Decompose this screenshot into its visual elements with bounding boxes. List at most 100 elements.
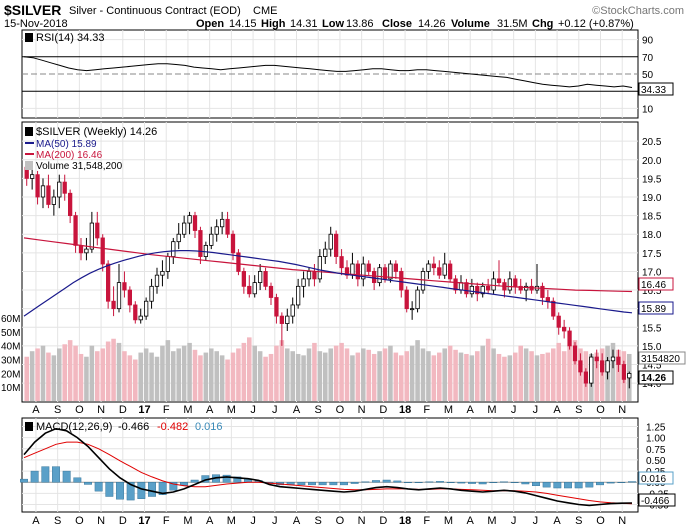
macd-legend-hist: 0.016 [195, 421, 223, 433]
x-tick-label: M [444, 515, 453, 527]
volume-bar [561, 351, 567, 401]
macd-value-tag [638, 493, 676, 507]
price-tick-label: 17.0 [642, 267, 662, 278]
candle-body [627, 373, 632, 379]
candle-body [95, 222, 100, 239]
candle-body [138, 315, 143, 321]
volume-bar [393, 352, 399, 401]
x-tick-label: A [206, 515, 214, 527]
contract-description: Silver - Continuous Contract (EOD) [69, 5, 241, 17]
volume-bar [225, 359, 230, 401]
candle-body [68, 192, 73, 217]
macd-histogram-bar [137, 482, 146, 499]
chg-value: +0.12 (+0.87%) [558, 18, 634, 30]
volume-bar [339, 342, 344, 401]
volume-bar [149, 352, 154, 401]
volume-bar [513, 352, 518, 401]
candle-body [594, 356, 599, 362]
macd-histogram-bar [617, 482, 626, 483]
volume-tick-label: 50M [1, 328, 20, 339]
candle-body [540, 285, 545, 298]
volume-bar [371, 353, 377, 401]
candle-body [475, 285, 480, 295]
volume-bar [616, 349, 621, 401]
ohlc-summary: Open 14.15 High 14.31 Low 13.86 Close 14… [196, 18, 634, 30]
volume-bars [24, 337, 632, 401]
ma50-value-tag [638, 301, 674, 315]
macd-histogram-bar [382, 479, 391, 483]
candle-body [399, 271, 404, 291]
candle-body [458, 282, 464, 291]
candle-body [73, 215, 78, 246]
x-tick-label: J [533, 515, 539, 527]
x-tick-label: M [487, 404, 496, 416]
volume-bar [247, 337, 252, 401]
candle-body [361, 263, 366, 280]
ma50-value-tag-text: 15.89 [641, 304, 666, 315]
price-tick-label: 15.5 [642, 323, 662, 334]
candle-body [572, 345, 578, 362]
macd-histogram-bar [350, 482, 359, 484]
volume-bar [29, 351, 35, 401]
macd-histogram-bar [628, 481, 636, 483]
x-tick-label: N [97, 515, 105, 527]
close-label: Close [382, 18, 412, 30]
volume-bar [171, 351, 176, 401]
macd-legend-prefix: MACD(12,26,9) [36, 421, 112, 433]
volume-bar [480, 345, 485, 401]
macd-histogram-bar [404, 482, 412, 483]
volume-bar [95, 351, 100, 401]
volume-value-tag-text: 3154820 [641, 354, 680, 365]
macd-histogram-bar [489, 482, 498, 483]
candle-body [491, 278, 496, 291]
volume-bar [540, 353, 545, 401]
candle-body [524, 285, 529, 291]
x-tick-label: A [467, 515, 475, 527]
macd-histogram-bar [510, 482, 519, 483]
x-tick-label: M [487, 515, 496, 527]
volume-bar [62, 344, 67, 401]
volume-bar [464, 353, 469, 401]
volume-bar [551, 348, 556, 401]
volume-bar [35, 348, 40, 401]
symbol-title: $SILVER [4, 2, 61, 18]
ma200-value-tag [638, 277, 674, 291]
macd-histogram-bar [84, 482, 92, 485]
candle-body [290, 304, 295, 317]
volume-bar [203, 352, 209, 401]
moving-averages [23, 237, 633, 317]
volume-bar [306, 348, 312, 401]
macd-hist-tag-text: 0.016 [641, 474, 666, 485]
candle-body [420, 271, 426, 291]
candle-body [317, 256, 322, 280]
candle-body [203, 244, 208, 257]
volume-bar [523, 348, 529, 401]
low-label: Low [322, 18, 344, 30]
volume-bar [24, 356, 29, 401]
macd-histogram-bar [372, 480, 380, 483]
candle-body [562, 326, 567, 332]
x-tick-label: J [511, 404, 517, 416]
volume-bar [84, 356, 89, 401]
x-tick-label: M [227, 515, 236, 527]
high-label: High [261, 18, 286, 30]
volume-bar [491, 348, 496, 401]
volume-bar [475, 351, 480, 401]
candle-body [230, 233, 236, 254]
macd-legend-signal: -0.482 [157, 421, 188, 433]
macd-histogram-bar [414, 482, 423, 483]
volume-bar [534, 355, 540, 401]
macd-histogram-bar [308, 482, 316, 486]
candle-body [616, 356, 621, 365]
x-tick-label: F [163, 515, 170, 527]
x-tick-label: O [336, 404, 345, 416]
macd-histogram-bar [574, 482, 583, 489]
volume-bar [437, 352, 442, 401]
x-tick-label: S [315, 404, 322, 416]
volume-bar [442, 348, 447, 401]
volume-bar [154, 356, 160, 401]
low-value: 13.86 [346, 18, 374, 30]
candle-body [382, 267, 388, 280]
volume-bar [285, 348, 290, 401]
volume-bar [295, 353, 301, 401]
